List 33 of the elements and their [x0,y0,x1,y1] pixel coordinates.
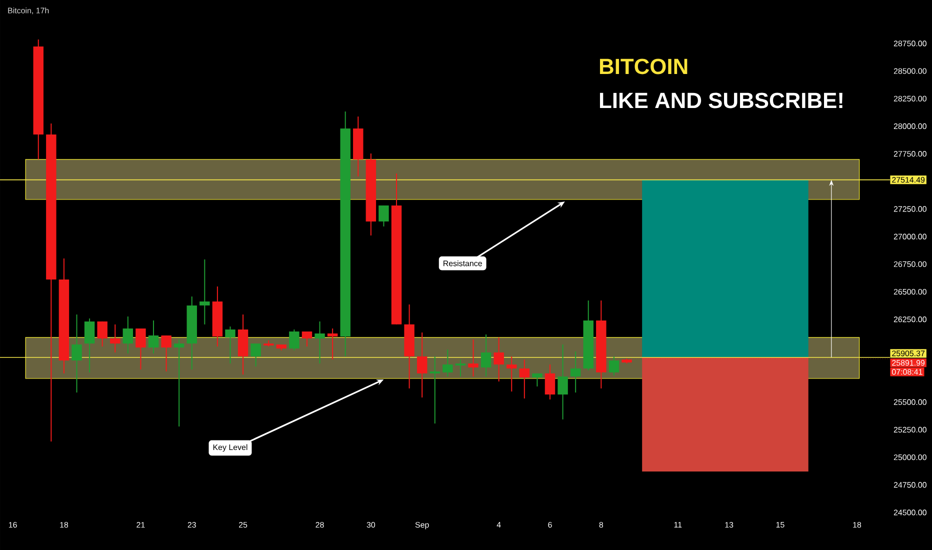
candlestick [84,318,95,373]
candlestick [110,324,120,353]
candlestick [442,348,453,378]
candlestick [200,258,210,325]
candlestick [148,320,159,354]
candlestick [608,356,620,376]
candlestick [544,364,556,400]
candlestick [174,338,184,427]
candlestick [416,332,428,398]
candlestick [161,334,172,372]
candlestick [494,336,504,382]
candlestick [97,320,108,347]
annotation: BITCOIN [600,58,688,74]
candlestick [532,372,542,387]
candlestick [250,343,261,367]
candlestick [136,328,146,370]
candlestick [327,328,338,360]
candlestick [302,330,312,347]
annotation: LIKE AND SUBSCRIBE! [600,92,842,108]
candlestick [558,344,568,420]
candlestick [72,314,82,394]
candlestick [468,338,478,378]
candlestick [480,334,492,378]
candlestick [225,326,236,364]
candlestick [122,316,134,354]
candlestick [519,359,530,399]
candlestick [570,350,581,394]
candlestick [506,356,517,392]
candlestick [455,359,466,378]
candlestick [289,329,300,351]
candlestick [378,204,389,227]
candlestick [314,320,325,364]
candlestick [430,356,440,424]
